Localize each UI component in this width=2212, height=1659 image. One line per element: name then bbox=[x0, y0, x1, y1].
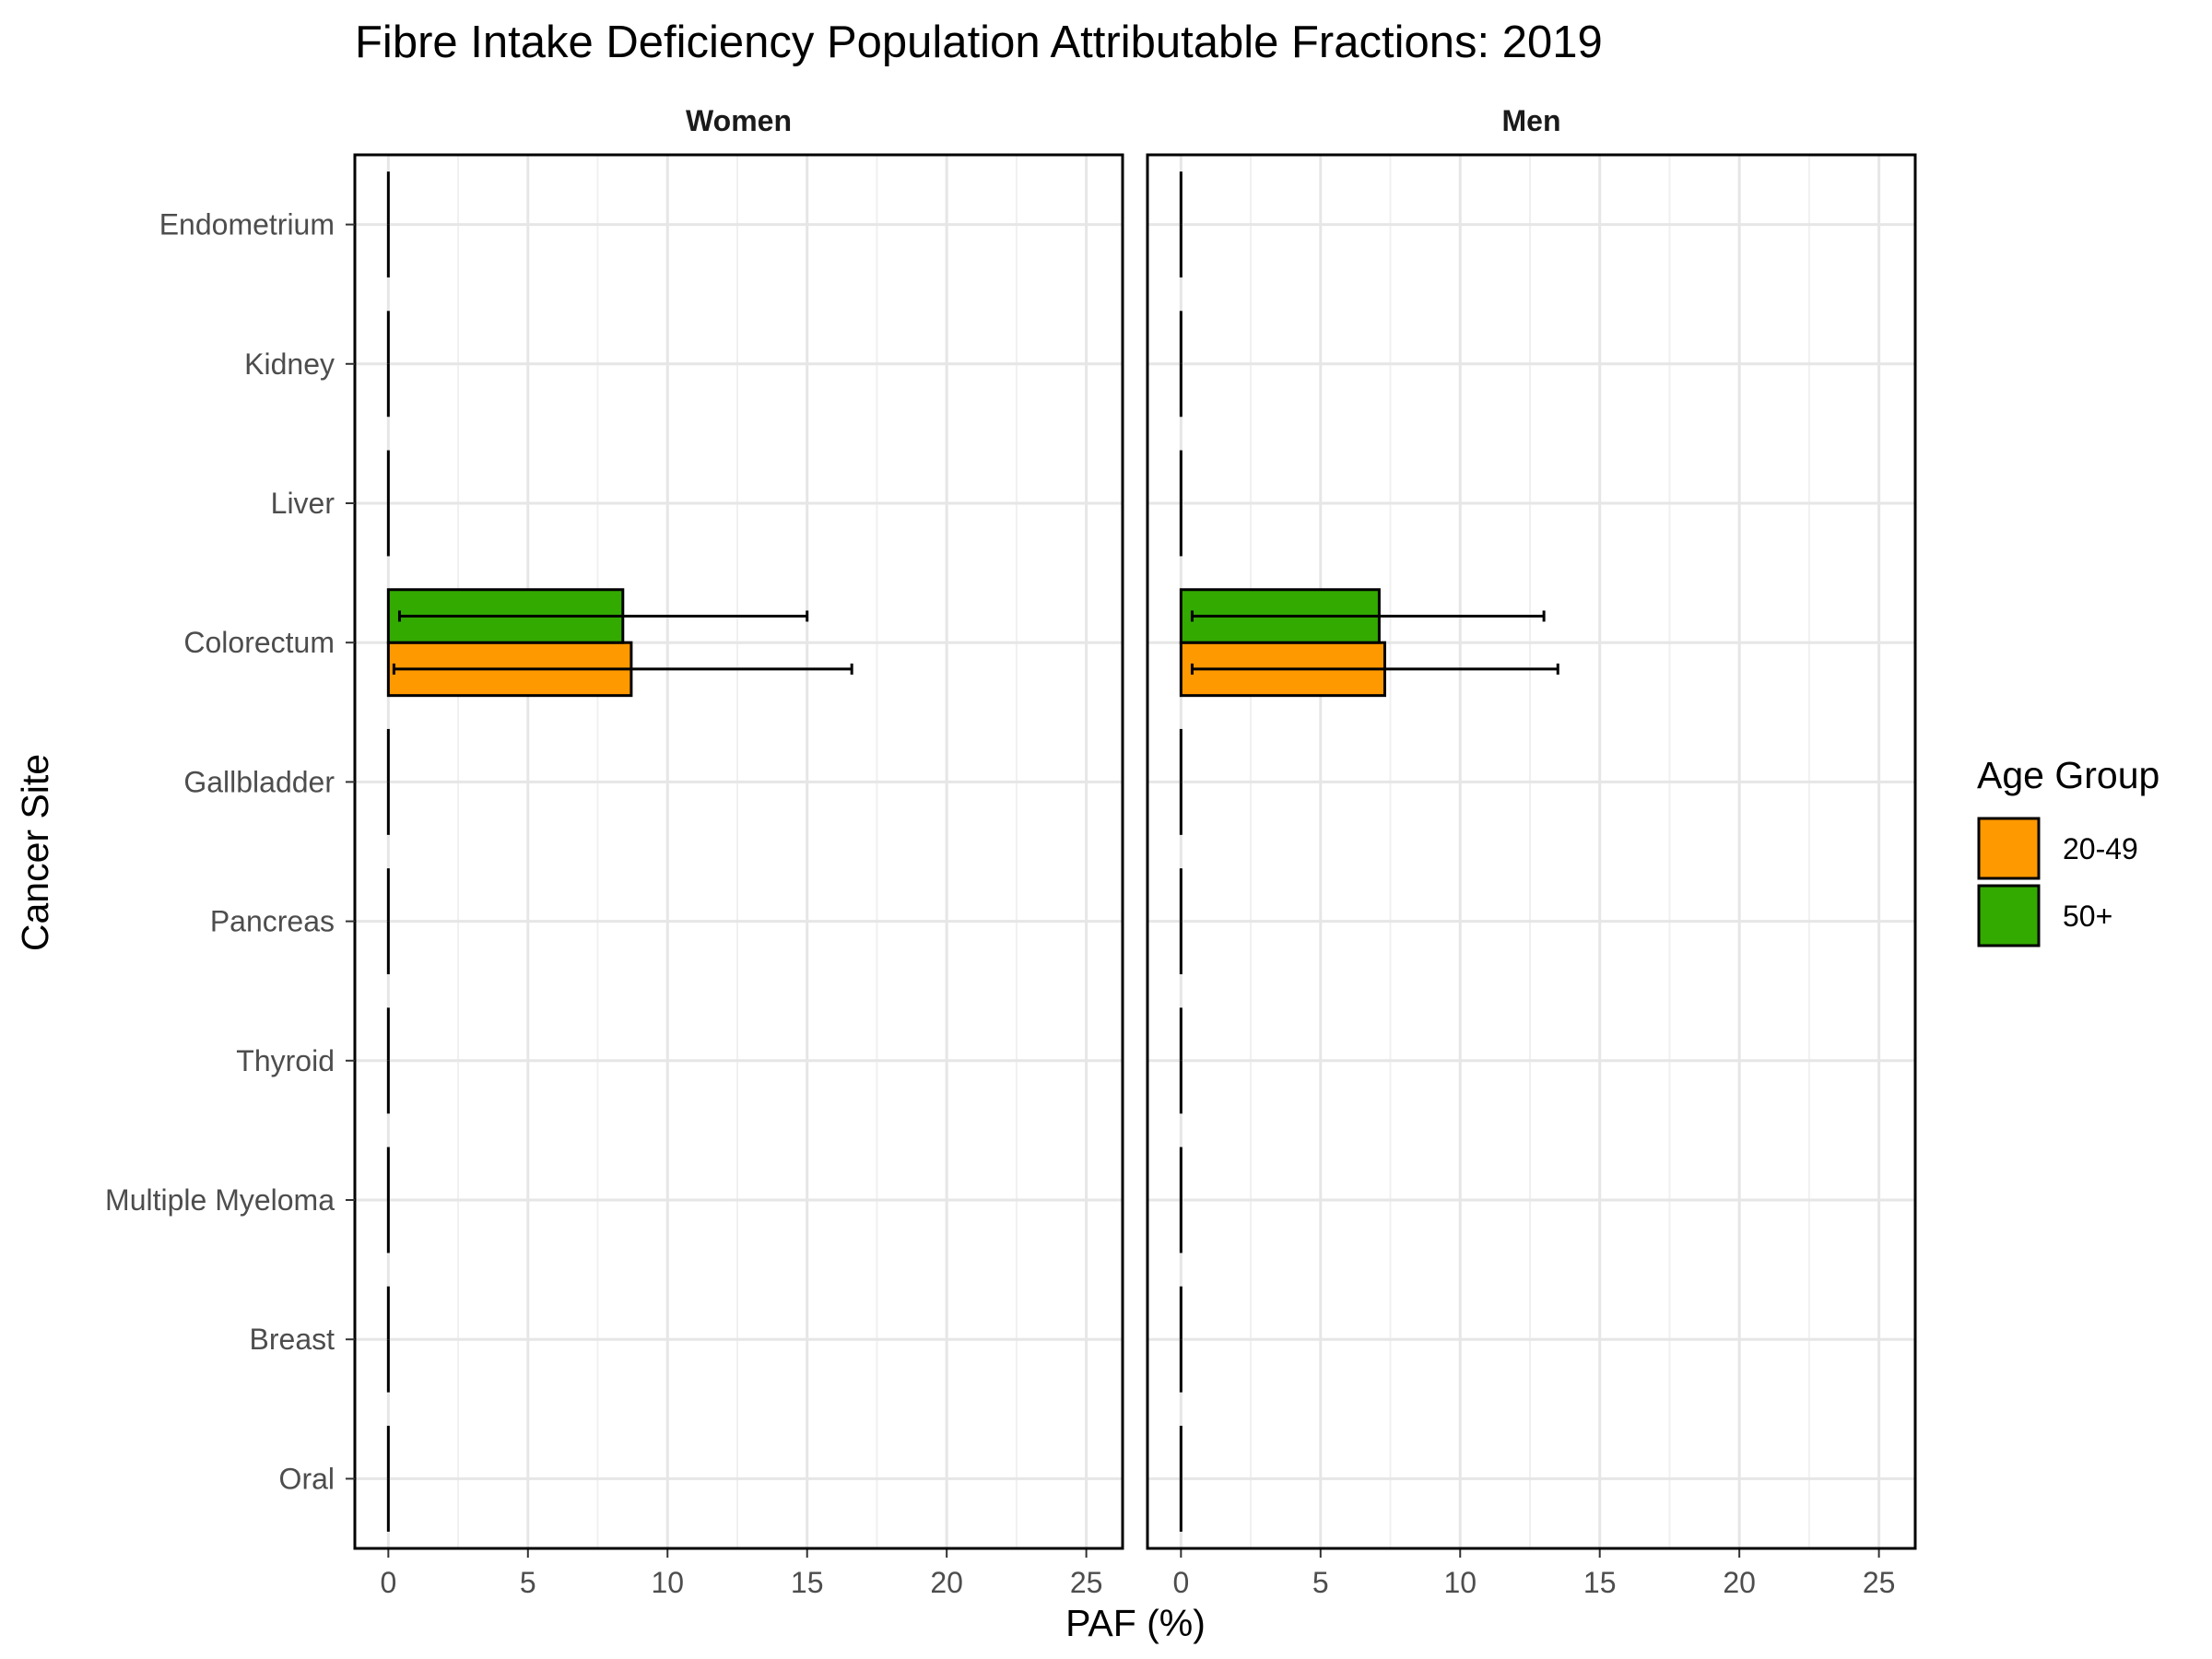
x-tick-label: 20 bbox=[930, 1566, 963, 1599]
panel-border bbox=[353, 153, 1124, 1550]
panel-border bbox=[1146, 153, 1917, 1550]
y-tick-label: Breast bbox=[250, 1323, 335, 1356]
x-tick-label: 10 bbox=[651, 1566, 684, 1599]
y-tick-label: Endometrium bbox=[159, 208, 335, 241]
y-tick-label: Thyroid bbox=[236, 1044, 335, 1077]
legend: Age Group 20-49 50+ bbox=[1977, 754, 2159, 947]
y-tick-label: Oral bbox=[279, 1462, 335, 1495]
legend-title: Age Group bbox=[1977, 754, 2159, 796]
chart-title: Fibre Intake Deficiency Population Attri… bbox=[355, 18, 1603, 67]
x-tick-label: 25 bbox=[1863, 1566, 1896, 1599]
y-axis-title: Cancer Site bbox=[14, 754, 56, 951]
facet-label: Men bbox=[1502, 104, 1561, 137]
x-tick-label: 15 bbox=[1583, 1566, 1617, 1599]
facet-label: Women bbox=[686, 104, 792, 137]
panel-women: Women 0 5 10 15 20 25 bbox=[353, 104, 1124, 1599]
y-axis-tick-labels: Endometrium Kidney Liver Colorectum Gallblad… bbox=[105, 208, 355, 1495]
x-tick-label: 20 bbox=[1723, 1566, 1756, 1599]
y-tick-label: Multiple Myeloma bbox=[105, 1183, 335, 1217]
panels: Women 0 5 10 15 20 25 Men 0 5 10 15 20 25 bbox=[353, 104, 1917, 1599]
y-tick-label: Liver bbox=[271, 487, 335, 520]
y-tick-label: Gallbladder bbox=[183, 765, 335, 798]
legend-swatch-20-49 bbox=[1977, 817, 2041, 880]
x-tick-label: 5 bbox=[520, 1566, 536, 1599]
x-tick-label: 0 bbox=[380, 1566, 396, 1599]
legend-entries: 20-49 50+ bbox=[1977, 817, 2138, 947]
panel-men: Men 0 5 10 15 20 25 bbox=[1146, 104, 1917, 1599]
x-tick-label: 15 bbox=[791, 1566, 824, 1599]
y-tick-label: Pancreas bbox=[210, 905, 335, 938]
x-axis-title: PAF (%) bbox=[1065, 1602, 1206, 1644]
y-tick-label: Kidney bbox=[244, 347, 335, 381]
legend-label-50+: 50+ bbox=[2063, 900, 2112, 933]
x-tick-label: 0 bbox=[1172, 1566, 1189, 1599]
x-tick-label: 10 bbox=[1443, 1566, 1477, 1599]
legend-label-20-49: 20-49 bbox=[2063, 832, 2138, 865]
y-tick-label: Colorectum bbox=[183, 626, 335, 659]
x-tick-label: 25 bbox=[1070, 1566, 1103, 1599]
x-tick-label: 5 bbox=[1312, 1566, 1329, 1599]
legend-swatch-50+ bbox=[1977, 884, 2041, 947]
